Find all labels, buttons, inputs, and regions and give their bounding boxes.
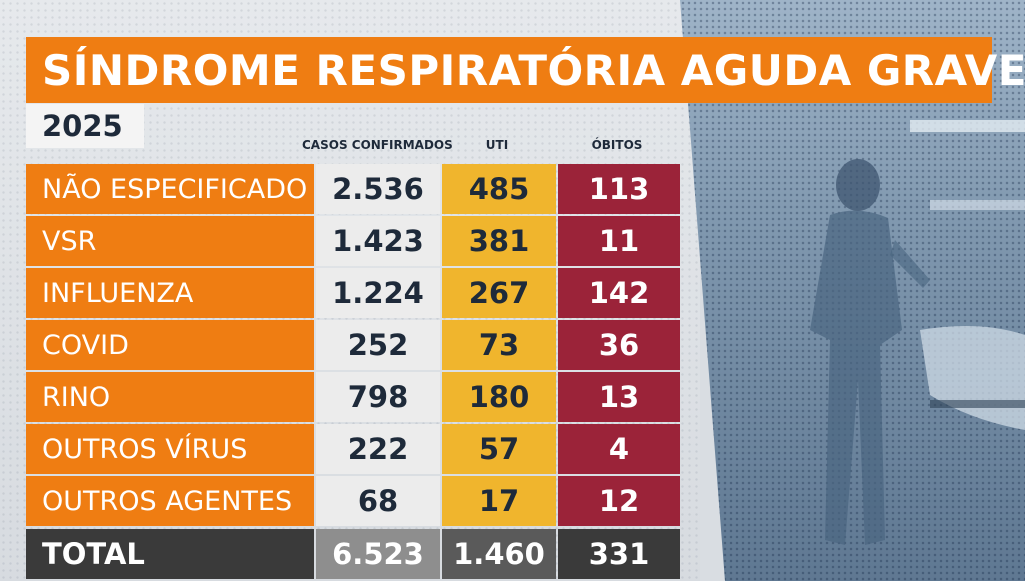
table-row: NÃO ESPECIFICADO 2.536 485 113 <box>26 164 680 214</box>
obitos-value: 113 <box>558 164 680 214</box>
hospital-photo-figure <box>810 120 1025 546</box>
total-uti-value: 1.460 <box>442 529 556 579</box>
obitos-value: 142 <box>558 268 680 318</box>
row-label: OUTROS AGENTES <box>26 476 314 526</box>
table-row: VSR 1.423 381 11 <box>26 216 680 266</box>
obitos-value: 36 <box>558 320 680 370</box>
casos-value: 1.224 <box>316 268 440 318</box>
casos-value: 798 <box>316 372 440 422</box>
table-row: OUTROS AGENTES 68 17 12 <box>26 476 680 526</box>
total-casos-value: 6.523 <box>316 529 440 579</box>
title-banner: SÍNDROME RESPIRATÓRIA AGUDA GRAVE <box>26 37 1025 103</box>
row-label: OUTROS VÍRUS <box>26 424 314 474</box>
table-row: RINO 798 180 13 <box>26 372 680 422</box>
total-obitos-value: 331 <box>558 529 680 579</box>
table-row: COVID 252 73 36 <box>26 320 680 370</box>
casos-value: 1.423 <box>316 216 440 266</box>
total-row: TOTAL 6.523 1.460 331 <box>26 529 680 579</box>
uti-value: 73 <box>442 320 556 370</box>
row-label: VSR <box>26 216 314 266</box>
page-title: SÍNDROME RESPIRATÓRIA AGUDA GRAVE <box>42 45 1025 95</box>
column-header-casos: CASOS CONFIRMADOS <box>302 138 453 152</box>
year-badge: 2025 <box>26 104 144 148</box>
obitos-value: 12 <box>558 476 680 526</box>
total-label: TOTAL <box>26 529 314 579</box>
obitos-value: 4 <box>558 424 680 474</box>
uti-value: 17 <box>442 476 556 526</box>
uti-value: 267 <box>442 268 556 318</box>
casos-value: 222 <box>316 424 440 474</box>
obitos-value: 11 <box>558 216 680 266</box>
table-row: OUTROS VÍRUS 222 57 4 <box>26 424 680 474</box>
uti-value: 57 <box>442 424 556 474</box>
row-label: NÃO ESPECIFICADO <box>26 164 314 214</box>
row-label: RINO <box>26 372 314 422</box>
casos-value: 2.536 <box>316 164 440 214</box>
casos-value: 252 <box>316 320 440 370</box>
uti-value: 180 <box>442 372 556 422</box>
uti-value: 381 <box>442 216 556 266</box>
casos-value: 68 <box>316 476 440 526</box>
obitos-value: 13 <box>558 372 680 422</box>
uti-value: 485 <box>442 164 556 214</box>
row-label: COVID <box>26 320 314 370</box>
row-label: INFLUENZA <box>26 268 314 318</box>
column-header-uti: UTI <box>485 138 509 152</box>
column-header-obitos: ÓBITOS <box>591 138 643 152</box>
year-label: 2025 <box>42 109 123 143</box>
table-row: INFLUENZA 1.224 267 142 <box>26 268 680 318</box>
